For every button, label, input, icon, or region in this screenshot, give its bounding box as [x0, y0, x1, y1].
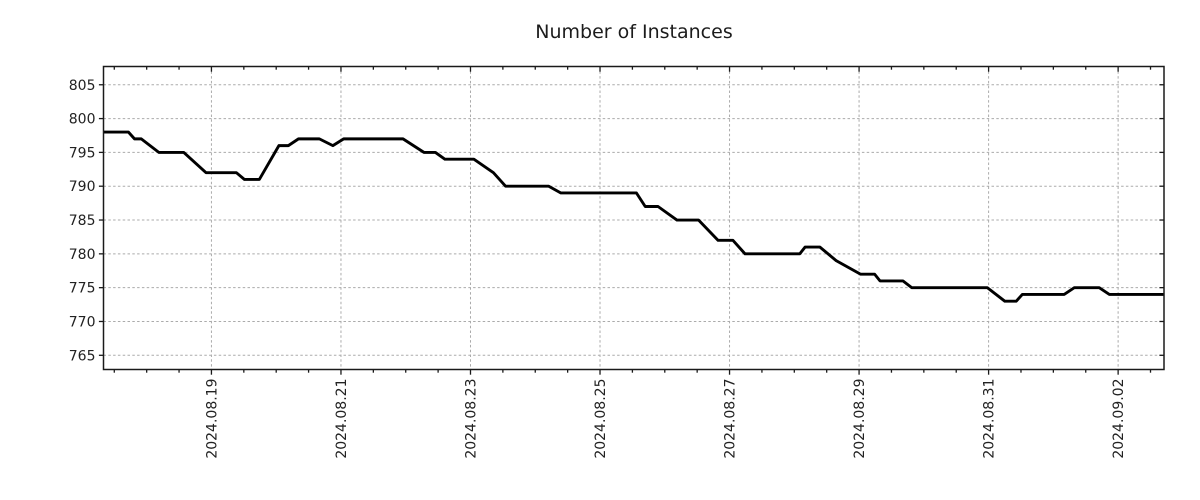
y-tick-label: 805	[69, 78, 96, 94]
y-tick-label: 800	[69, 112, 96, 128]
plot-frame-and-ticks	[98, 65, 1165, 375]
x-tick-label: 2024.08.23	[463, 379, 479, 459]
x-tick-label: 2024.08.19	[204, 379, 220, 459]
x-tick-label: 2024.08.21	[334, 379, 350, 459]
data-series	[103, 130, 1164, 303]
y-tick-label: 775	[69, 281, 96, 297]
x-tick-label: 2024.09.02	[1111, 379, 1127, 459]
x-tick-label: 2024.08.31	[982, 379, 998, 459]
gridlines	[103, 66, 1164, 370]
plot-border	[102, 65, 1165, 371]
y-tick-label: 795	[69, 145, 96, 161]
y-tick-label: 770	[69, 314, 96, 330]
x-tick-label: 2024.08.27	[723, 379, 739, 459]
y-tick-label: 790	[69, 179, 96, 195]
axis-tick-labels: 765 770 775 780 785 790 795 800 805 2024.08.19 202…	[69, 78, 1127, 459]
chart-title: Number of Instances	[535, 21, 732, 43]
y-tick-label: 780	[69, 247, 96, 263]
y-tick-label: 765	[69, 348, 96, 364]
x-tick-label: 2024.08.29	[852, 379, 868, 459]
x-tick-label: 2024.08.25	[593, 379, 609, 459]
y-tick-label: 785	[69, 213, 96, 229]
series-line-instances	[103, 130, 1164, 303]
